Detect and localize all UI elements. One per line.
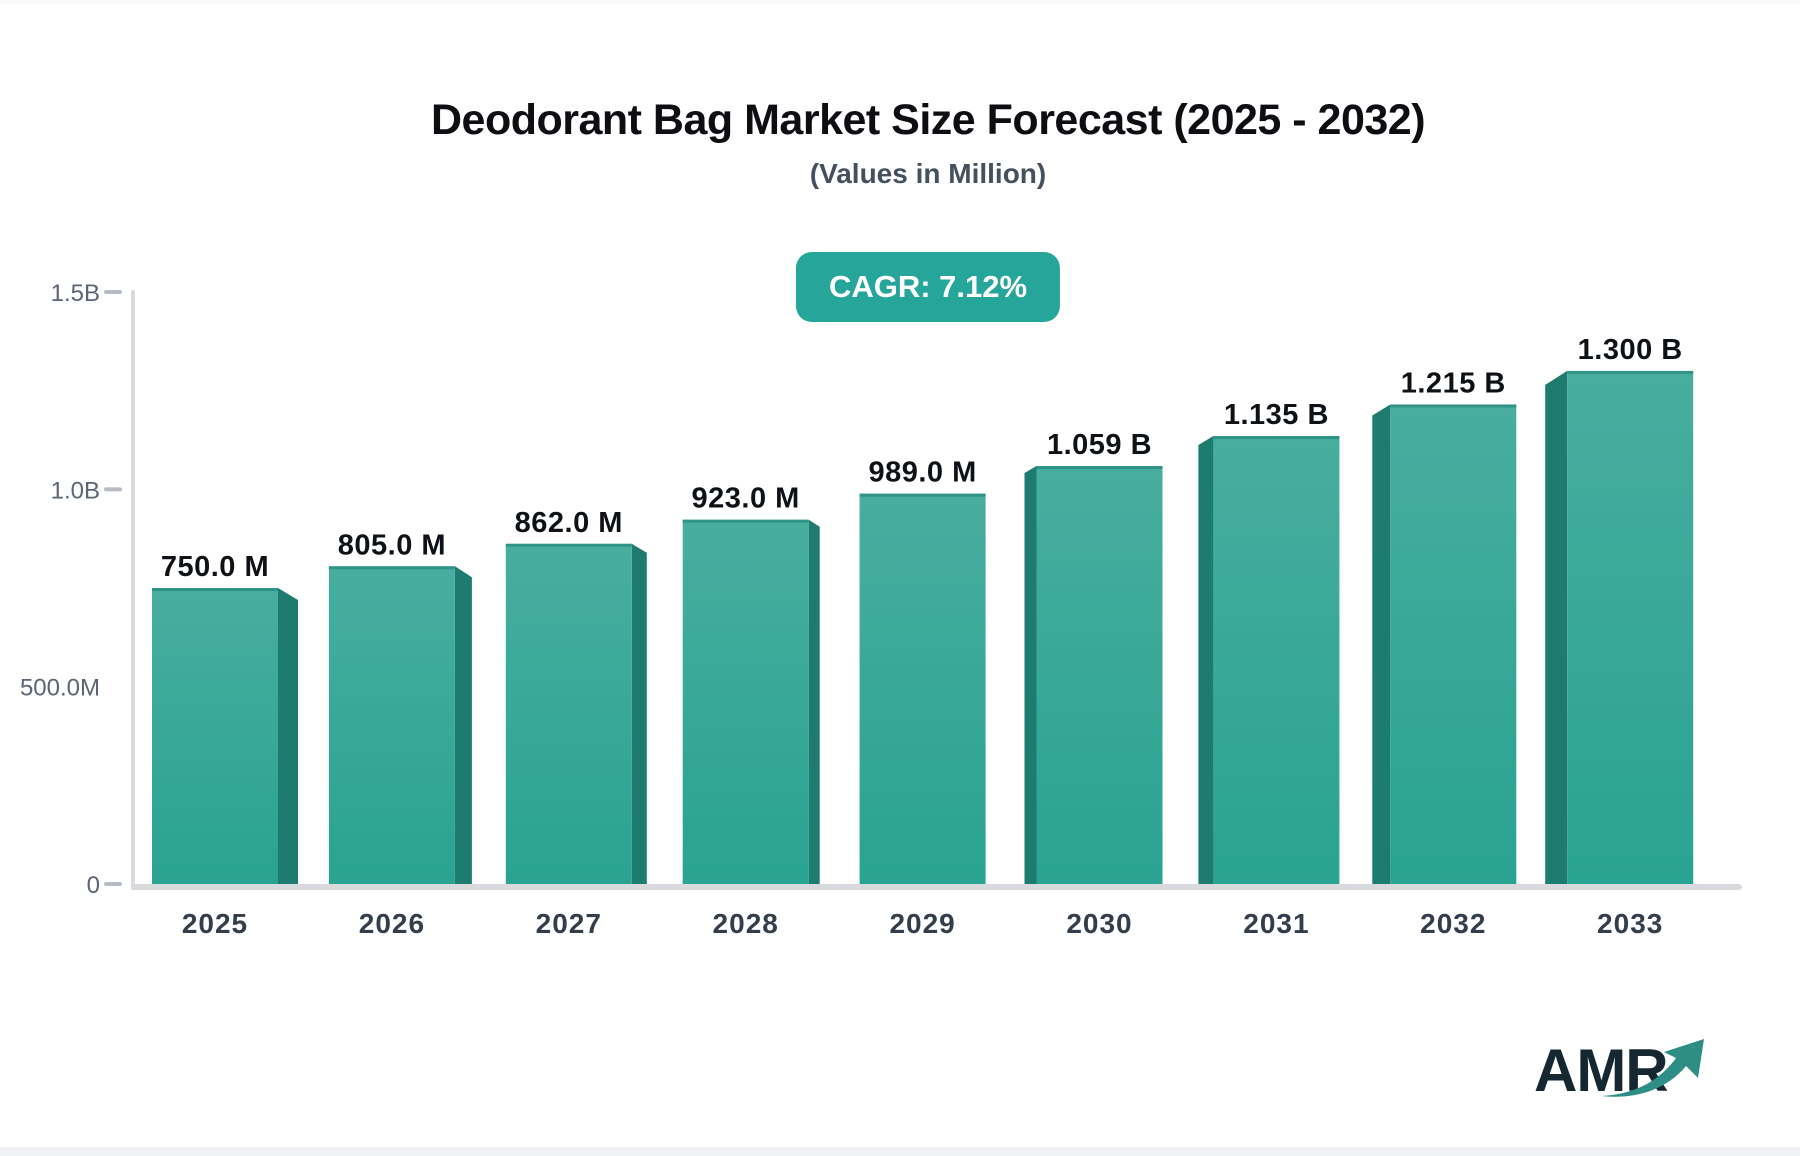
growth-arrow-shape [1602, 1039, 1704, 1097]
bar-value-label: 989.0 M [868, 457, 976, 489]
x-axis-label-2027: 2027 [536, 908, 602, 939]
bar-value-label: 862.0 M [515, 507, 623, 539]
y-axis-line [131, 290, 135, 890]
bar-value-label: 1.300 B [1578, 334, 1683, 366]
bar-top-edge [328, 566, 455, 570]
bar-top-edge [1213, 436, 1340, 440]
bar-side-2030 [1024, 466, 1037, 884]
bar-2025 [152, 588, 278, 884]
bar-value-label: 923.0 M [692, 483, 800, 515]
bar-top-edge [859, 493, 986, 497]
bar-2027 [505, 543, 632, 884]
x-axis-label-2033: 2033 [1597, 908, 1663, 939]
chart-subtitle: (Values in Million) [809, 158, 1047, 189]
y-axis-tick-label: 0 [87, 872, 100, 899]
x-axis-label-2030: 2030 [1066, 908, 1132, 939]
amr-logo: AMR [1534, 1036, 1714, 1116]
bar-side-2033 [1545, 370, 1568, 884]
y-axis-tick-label: 500.0M [20, 675, 100, 702]
bar-value-label: 750.0 M [161, 551, 269, 583]
top-border-band [0, 0, 1800, 4]
bar-value-label: 1.215 B [1401, 367, 1506, 399]
bar-2028 [682, 519, 809, 884]
bottom-border-band [0, 1147, 1800, 1156]
y-axis-tick-label: 1.5B [51, 280, 100, 307]
bar-value-label: 1.135 B [1224, 399, 1329, 431]
cagr-badge: CAGR: 7.12% [795, 252, 1061, 322]
y-axis-tick-dash [104, 882, 122, 886]
bar-value-label: 1.059 B [1047, 429, 1152, 461]
chart-title: Deodorant Bag Market Size Forecast (2025… [430, 96, 1426, 144]
growth-arrow-icon [1602, 1039, 1704, 1097]
x-axis-label-2032: 2032 [1420, 908, 1486, 939]
bar-side-2032 [1372, 404, 1391, 884]
bar-2031 [1213, 436, 1340, 884]
y-axis-tick-label: 1.0B [51, 477, 100, 504]
bar-2029 [859, 493, 986, 884]
bar-top-edge [152, 588, 278, 591]
x-axis-label-2029: 2029 [889, 908, 955, 939]
bar-side-2031 [1198, 436, 1214, 884]
bar-top-edge [1567, 370, 1694, 374]
x-axis-line [131, 884, 1742, 890]
bar-2026 [328, 566, 455, 884]
bar-top-edge [682, 519, 809, 523]
y-axis-tick-dash [104, 487, 122, 492]
bar-side-2028 [808, 519, 820, 884]
bar-2030 [1036, 466, 1163, 884]
logo-text: AMR [1534, 1037, 1669, 1104]
x-axis-label-2026: 2026 [359, 908, 425, 939]
bar-2033 [1567, 370, 1694, 884]
bar-2032 [1390, 404, 1517, 884]
x-axis-label-2031: 2031 [1243, 908, 1309, 939]
bar-side-2026 [454, 566, 472, 884]
bar-top-edge [505, 543, 632, 547]
bar-top-edge [1036, 466, 1163, 470]
bar-value-label: 805.0 M [338, 529, 446, 561]
bar-side-2025 [278, 588, 298, 884]
bar-side-2027 [631, 543, 647, 884]
bar-top-edge [1390, 404, 1517, 408]
y-axis-tick-dash [104, 290, 122, 294]
x-axis-label-2025: 2025 [182, 908, 248, 939]
x-axis-label-2028: 2028 [713, 908, 779, 939]
